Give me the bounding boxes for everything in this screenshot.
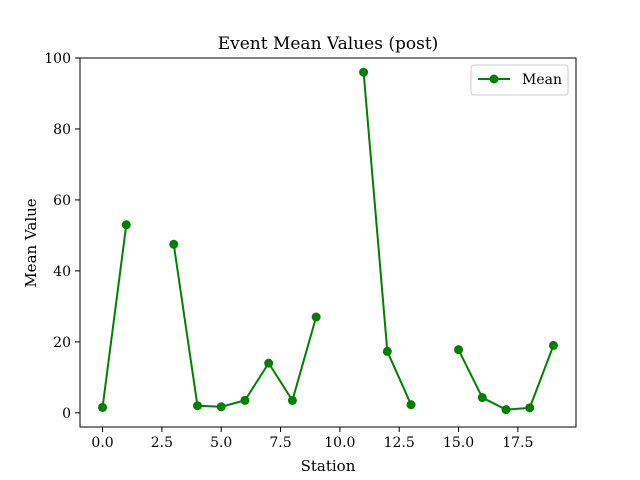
y-tick-label: 100 [44, 51, 71, 67]
legend-label-mean: Mean [522, 72, 562, 88]
x-tick-label: 12.5 [384, 435, 415, 451]
x-tick-label: 15.0 [443, 435, 474, 451]
data-point-marker [382, 346, 392, 356]
x-tick-label: 2.5 [151, 435, 173, 451]
x-tick-label: 17.5 [502, 435, 533, 451]
y-tick-label: 60 [53, 193, 71, 209]
data-point-marker [548, 340, 558, 350]
y-tick-label: 80 [53, 122, 71, 138]
axes-frame [79, 57, 577, 428]
data-point-marker [98, 402, 108, 412]
data-point-marker [169, 239, 179, 249]
data-point-marker [454, 345, 464, 355]
chart-title: Event Mean Values (post) [218, 34, 439, 54]
x-tick-label: 0.0 [91, 435, 113, 451]
y-tick-label: 40 [53, 264, 71, 280]
y-tick-label: 20 [53, 335, 71, 351]
legend-box [470, 64, 569, 96]
x-tick-label: 10.0 [324, 435, 355, 451]
y-axis-ticks: 0 20 40 60 80 100 [44, 51, 80, 422]
data-point-marker [264, 358, 274, 368]
data-point-marker [216, 402, 226, 412]
data-point-marker [287, 395, 297, 405]
legend-marker-sample [489, 74, 499, 84]
x-tick-label: 7.5 [269, 435, 291, 451]
legend: Mean [470, 64, 569, 96]
x-axis-ticks: 0.0 2.5 5.0 7.5 10.0 12.5 15.0 17.5 [91, 427, 533, 451]
plot-area: 0.0 2.5 5.0 7.5 10.0 12.5 15.0 17.5 0 20 40 60 80 10… [44, 51, 577, 451]
series-line-segment [101, 223, 128, 409]
y-tick-label: 0 [62, 406, 71, 422]
data-point-marker [240, 395, 250, 405]
y-axis-label: Mean Value [22, 198, 40, 287]
data-point-marker [121, 220, 131, 230]
data-point-marker [192, 401, 202, 411]
data-point-marker [359, 67, 369, 77]
data-point-marker [477, 393, 487, 403]
data-point-marker [406, 400, 416, 410]
x-axis-label: Station [301, 457, 356, 475]
x-tick-label: 5.0 [210, 435, 232, 451]
series-layer [98, 67, 558, 415]
data-point-marker [311, 312, 321, 322]
data-point-marker [501, 405, 511, 415]
data-point-marker [525, 403, 535, 413]
